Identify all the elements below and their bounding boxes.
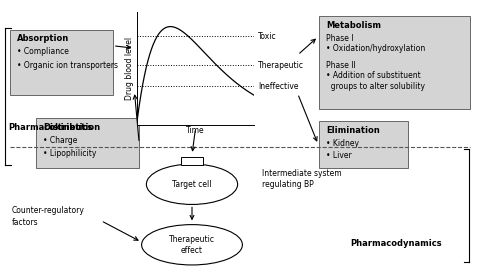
Text: Counter-regulatory
factors: Counter-regulatory factors <box>12 207 85 226</box>
Text: Absorption: Absorption <box>17 34 69 43</box>
Bar <box>36 118 139 168</box>
Text: • Charge: • Charge <box>43 136 78 145</box>
Text: Pharmacodynamics: Pharmacodynamics <box>350 239 442 248</box>
Text: Intermediate system
regulating BP: Intermediate system regulating BP <box>262 169 341 189</box>
Bar <box>319 16 470 109</box>
Text: • Kidney: • Kidney <box>326 139 360 147</box>
Text: Therapeutic
effect: Therapeutic effect <box>169 235 215 255</box>
Text: groups to alter solubility: groups to alter solubility <box>326 82 425 91</box>
Ellipse shape <box>146 164 238 204</box>
Bar <box>10 30 113 95</box>
Text: • Organic ion transporters: • Organic ion transporters <box>17 61 118 69</box>
Text: • Liver: • Liver <box>326 151 352 160</box>
Text: Toxic: Toxic <box>258 32 276 41</box>
Text: Distribution: Distribution <box>43 123 100 132</box>
Bar <box>319 121 408 168</box>
Text: Elimination: Elimination <box>326 126 380 135</box>
Text: Phase II: Phase II <box>326 61 356 69</box>
Y-axis label: Drug blood level: Drug blood level <box>125 37 134 100</box>
Text: Metabolism: Metabolism <box>326 21 382 30</box>
Ellipse shape <box>142 225 242 265</box>
Text: • Compliance: • Compliance <box>17 47 69 56</box>
Text: Ineffective: Ineffective <box>258 82 299 91</box>
Text: • Lipophilicity: • Lipophilicity <box>43 149 96 158</box>
X-axis label: Time: Time <box>186 126 205 136</box>
Bar <box>181 157 203 165</box>
Text: • Oxidation/hydroxylation: • Oxidation/hydroxylation <box>326 44 426 53</box>
Text: Target cell: Target cell <box>172 180 212 189</box>
Text: Pharmacokinetics: Pharmacokinetics <box>9 123 93 132</box>
Text: Phase I: Phase I <box>326 34 354 43</box>
Text: • Addition of substituent: • Addition of substituent <box>326 71 421 80</box>
Text: Therapeutic: Therapeutic <box>258 61 304 70</box>
